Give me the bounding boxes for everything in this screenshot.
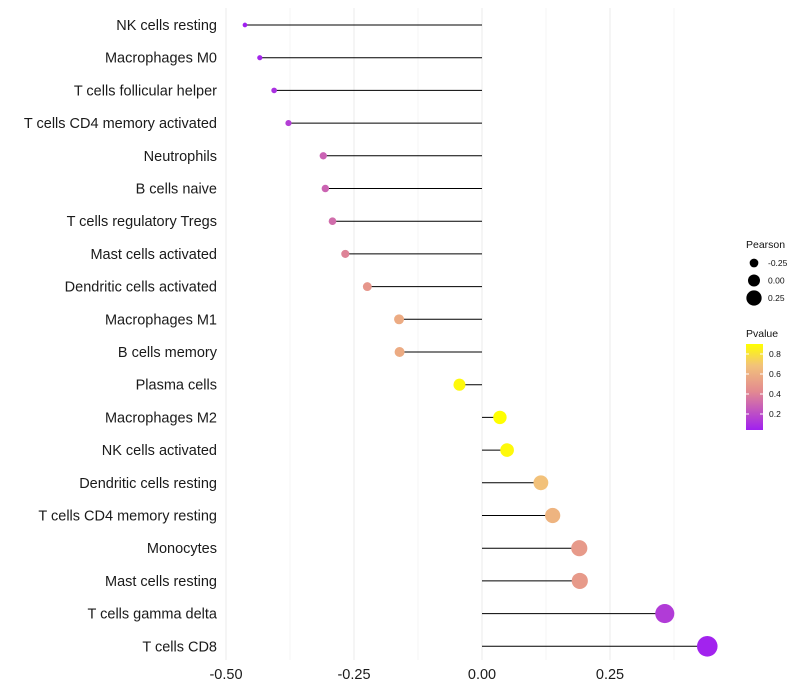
category-label: NK cells activated — [102, 443, 217, 459]
point-t-cells-follicular-helper — [271, 87, 277, 94]
category-label: Monocytes — [147, 541, 217, 557]
category-label: Dendritic cells activated — [65, 280, 217, 296]
point-t-cells-regulatory-tregs — [328, 217, 337, 226]
legend-size-key — [746, 290, 762, 306]
point-monocytes — [571, 540, 588, 557]
category-label: T cells CD8 — [142, 639, 217, 655]
legend-colorbar — [746, 344, 763, 430]
category-label: Macrophages M0 — [105, 51, 217, 67]
legend-color-label: 0.2 — [769, 409, 781, 419]
x-tick-label: 0.25 — [596, 667, 624, 683]
legend-size-title: Pearson — [746, 239, 785, 251]
point-macrophages-m2 — [493, 410, 507, 425]
legend-size-key — [749, 258, 759, 268]
point-mast-cells-resting — [571, 572, 588, 589]
point-t-cells-gamma-delta — [655, 604, 675, 624]
category-label: T cells CD4 memory activated — [24, 116, 217, 132]
legend-color-label: 0.4 — [769, 389, 781, 399]
point-neutrophils — [319, 152, 327, 160]
lollipop-stems — [244, 24, 708, 647]
point-nk-cells-activated — [500, 443, 514, 457]
point-dendritic-cells-activated — [362, 282, 372, 292]
point-b-cells-memory — [394, 347, 405, 357]
category-label: T cells regulatory Tregs — [67, 214, 217, 230]
legend-size-key — [748, 274, 760, 287]
category-labels: NK cells resting Macrophages M0 T cells fo… — [24, 18, 218, 655]
point-b-cells-naive — [321, 184, 330, 193]
category-label: B cells memory — [118, 345, 218, 361]
point-dendritic-cells-resting — [533, 475, 549, 491]
category-label: B cells naive — [136, 182, 217, 198]
x-tick-label: -0.25 — [337, 667, 370, 683]
category-label: Plasma cells — [136, 378, 217, 394]
point-macrophages-m1 — [394, 314, 405, 325]
point-t-cells-cd4-memory-resting — [545, 507, 561, 524]
point-mast-cells-activated — [341, 249, 350, 258]
category-label: NK cells resting — [116, 18, 217, 34]
category-label: Neutrophils — [144, 149, 217, 165]
point-plasma-cells — [453, 378, 466, 391]
category-label: Macrophages M2 — [105, 410, 217, 426]
legend-color-label: 0.6 — [769, 369, 781, 379]
legend-size-label: 0.00 — [768, 276, 785, 286]
x-axis-tick-labels: -0.50 -0.25 0.00 0.25 — [209, 667, 624, 683]
point-t-cells-cd4-memory-activated — [285, 120, 292, 127]
legend-size-label: -0.25 — [768, 258, 788, 268]
legend-color-title: Pvalue — [746, 328, 778, 340]
point-macrophages-m0 — [257, 55, 263, 61]
point-t-cells-cd8 — [697, 636, 718, 657]
category-label: Dendritic cells resting — [79, 476, 217, 492]
x-tick-label: -0.50 — [209, 667, 242, 683]
legend-size-label: 0.25 — [768, 293, 785, 303]
legend-color-label: 0.8 — [769, 349, 781, 359]
category-label: T cells CD4 memory resting — [38, 509, 217, 525]
point-nk-cells-resting — [242, 22, 248, 28]
x-tick-label: 0.00 — [468, 667, 496, 683]
lollipop-points — [242, 22, 718, 657]
category-label: T cells follicular helper — [74, 83, 217, 99]
category-label: T cells gamma delta — [88, 607, 218, 623]
legend: Pearson -0.25 0.00 0.25 Pvalue 0.8 0.6 0.4 0.2 — [746, 239, 788, 430]
category-label: Mast cells resting — [105, 574, 217, 590]
category-label: Mast cells activated — [90, 247, 217, 263]
category-label: Macrophages M1 — [105, 312, 217, 328]
grid-lines — [225, 8, 675, 660]
